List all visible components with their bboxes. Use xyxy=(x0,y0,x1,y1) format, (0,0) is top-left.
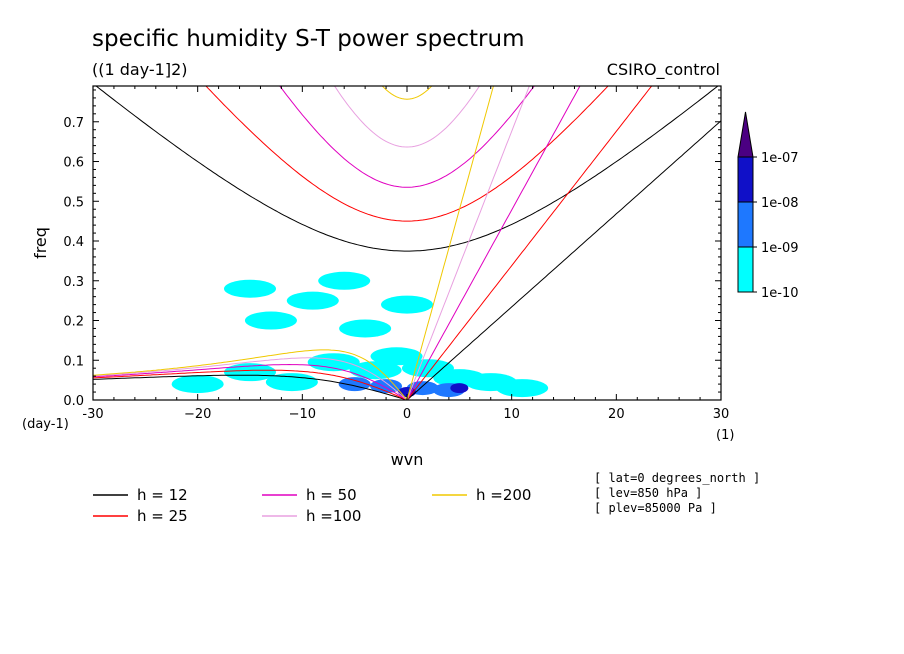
shading-blob-12 xyxy=(339,319,392,338)
shading-blob-15 xyxy=(224,279,276,298)
y-tick-label-3: 0.3 xyxy=(63,275,84,290)
shading-blob-13 xyxy=(318,271,371,290)
colorbar-label-0: 1e-07 xyxy=(761,151,799,166)
ig-curve-h100 xyxy=(333,86,481,148)
rossby-curve-h12 xyxy=(93,374,408,400)
info-box: [ lat=0 degrees_north ][ lev=850 hPa ][ … xyxy=(594,471,760,515)
plot-area: -30 −20 −10 0 10 20 30 0.0 0.1 0.2 0.3 0.4 0.5 0.6 0.7 xyxy=(63,85,729,422)
ig-curve-h25 xyxy=(205,86,609,222)
shading-blob-1 xyxy=(349,361,402,380)
ig-curve-h12 xyxy=(95,86,719,252)
x-axis-label: wvn xyxy=(391,450,424,469)
y-tick-label-6: 0.6 xyxy=(63,156,84,171)
colorbar-label-2: 1e-09 xyxy=(761,241,799,256)
shading-blob-20 xyxy=(450,383,469,394)
colorbar-segment-1 xyxy=(737,201,754,248)
ig-curve-h200 xyxy=(381,86,433,100)
shading-blob-6 xyxy=(496,379,549,398)
rossby-curve-h50 xyxy=(93,363,408,400)
info-line-2: [ plev=85000 Pa ] xyxy=(594,501,717,515)
kelvin-curve-h25 xyxy=(406,86,653,400)
dispersion-curves xyxy=(93,86,721,400)
colorbar-label-1: 1e-08 xyxy=(761,196,799,211)
legend-label-2: h = 50 xyxy=(306,486,357,504)
kelvin-curve-h200 xyxy=(406,86,494,400)
shading-blob-14 xyxy=(381,295,433,314)
info-line-0: [ lat=0 degrees_north ] xyxy=(594,471,760,485)
legend-label-0: h = 12 xyxy=(137,486,188,504)
y-tick-label-0: 0.0 xyxy=(63,394,84,409)
kelvin-curve-h12 xyxy=(406,120,721,400)
chart-subtitle: ((1 day-1]2) xyxy=(92,60,188,79)
x-unit-label: (1) xyxy=(716,428,734,443)
chart-title: specific humidity S-T power spectrum xyxy=(92,26,524,52)
colorbar-segment-2 xyxy=(737,246,754,293)
x-tick-label-0: -30 xyxy=(82,407,103,422)
colorbar-segment-0 xyxy=(737,156,754,203)
shading-blob-8 xyxy=(224,363,276,382)
y-tick-label-7: 0.7 xyxy=(63,116,84,131)
y-tick-label-4: 0.4 xyxy=(63,235,84,250)
shading-blob-11 xyxy=(286,291,339,310)
x-tick-label-4: 10 xyxy=(503,407,520,422)
axis-ticks: -30 −20 −10 0 10 20 30 0.0 0.1 0.2 0.3 0.4 0.5 0.6 0.7 xyxy=(63,86,729,422)
colorbar: 1e-07 1e-08 1e-09 1e-10 xyxy=(737,111,799,301)
legend: h = 12 h = 25 h = 50 h =100 h =200 xyxy=(93,486,531,525)
y-tick-label-5: 0.5 xyxy=(63,195,84,210)
rossby-curve-h100 xyxy=(93,357,408,400)
legend-label-3: h =100 xyxy=(306,507,361,525)
rossby-curve-h25 xyxy=(93,369,408,400)
legend-label-1: h = 25 xyxy=(137,507,188,525)
kelvin-curve-h50 xyxy=(406,86,581,400)
colorbar-label-3: 1e-10 xyxy=(761,286,799,301)
shading-blob-2 xyxy=(370,347,423,366)
y-tick-label-2: 0.2 xyxy=(63,315,84,330)
info-line-1: [ lev=850 hPa ] xyxy=(594,486,702,500)
colorbar-top-triangle xyxy=(737,111,754,158)
y-unit-label: (day-1) xyxy=(22,417,69,432)
ig-curve-h50 xyxy=(279,86,535,188)
shading-blob-9 xyxy=(171,375,224,394)
x-tick-label-3: 0 xyxy=(403,407,411,422)
rossby-curve-h200 xyxy=(93,349,408,400)
x-tick-label-5: 20 xyxy=(608,407,625,422)
y-axis-label: freq xyxy=(31,227,50,259)
run-label: CSIRO_control xyxy=(607,60,720,80)
shading-blob-10 xyxy=(244,311,297,330)
kelvin-curve-h100 xyxy=(406,86,530,400)
x-tick-label-2: −10 xyxy=(289,407,316,422)
legend-label-4: h =200 xyxy=(476,486,531,504)
x-tick-label-6: 30 xyxy=(713,407,730,422)
y-tick-label-1: 0.1 xyxy=(63,354,84,369)
x-tick-label-1: −20 xyxy=(184,407,211,422)
